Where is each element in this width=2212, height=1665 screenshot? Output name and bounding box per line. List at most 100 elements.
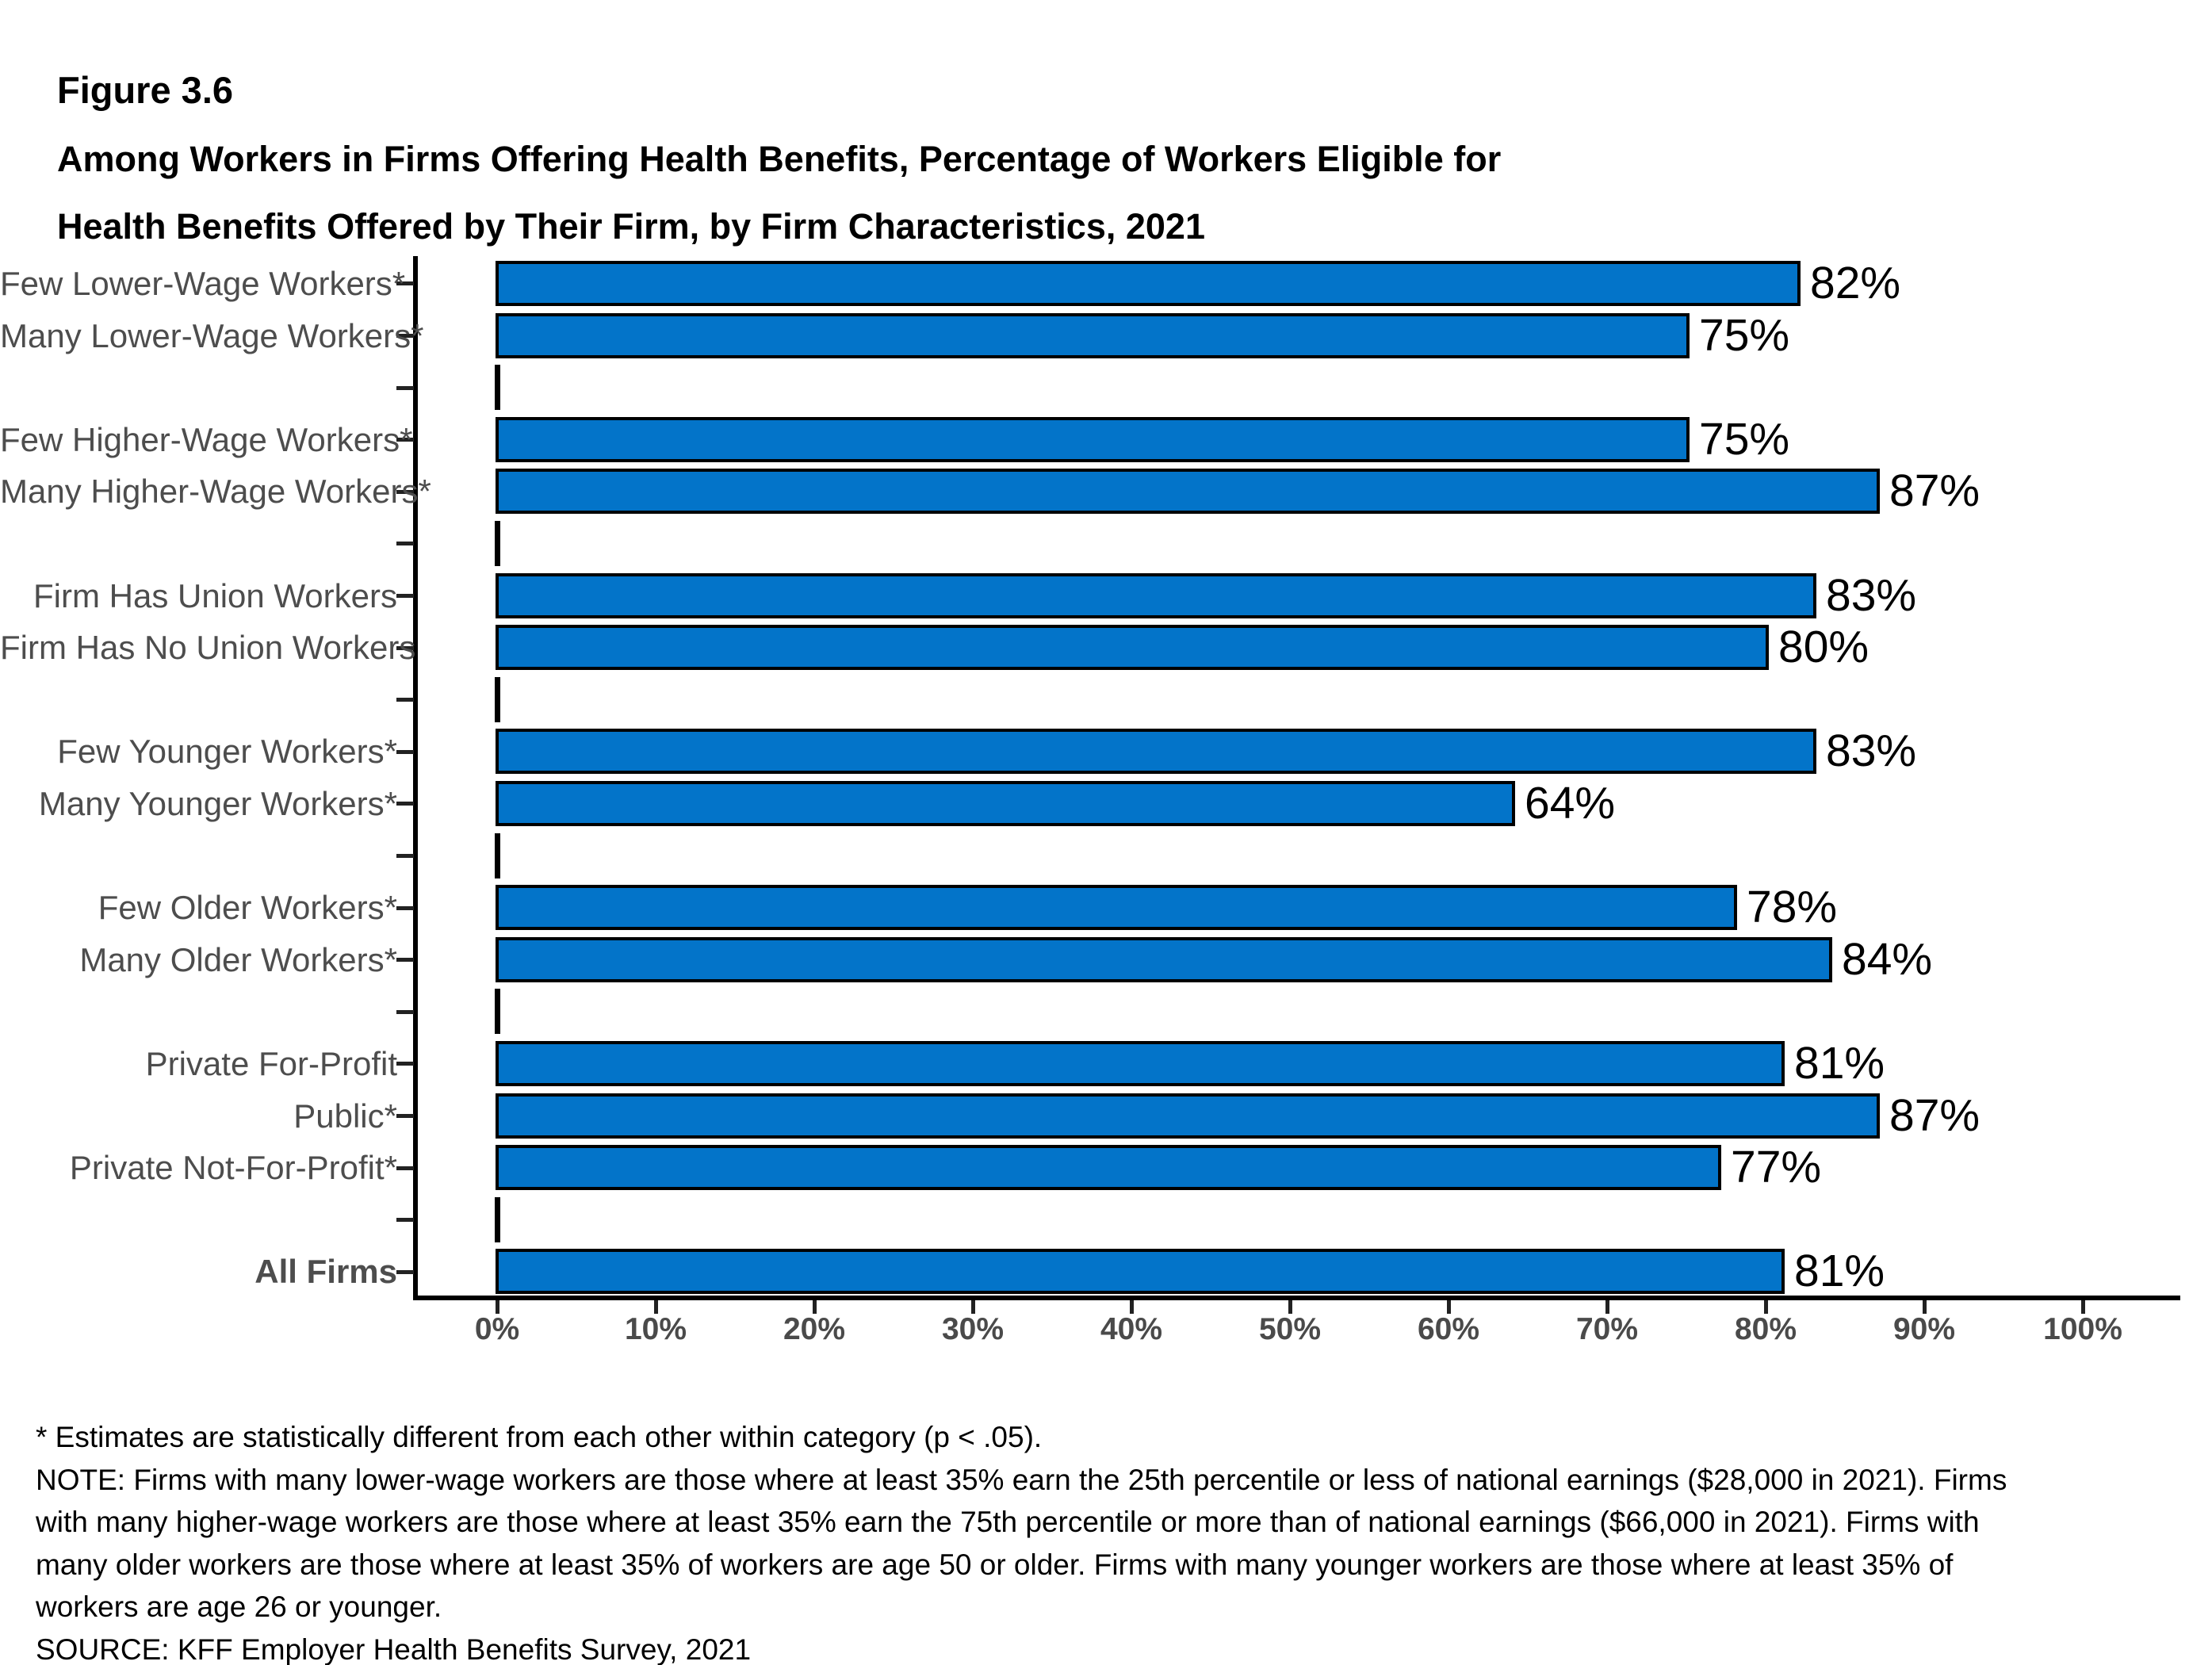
x-axis-tick [1605, 1300, 1609, 1314]
category-label: Few Lower-Wage Workers* [0, 265, 406, 302]
bar [496, 936, 1832, 982]
bar [496, 1249, 1785, 1295]
bar [496, 1093, 1880, 1139]
x-axis-tick-label: 90% [1892, 1312, 1956, 1346]
y-axis-tick [396, 698, 414, 702]
x-axis-tick [1922, 1300, 1927, 1314]
category-label: Private Not-For-Profit* [69, 1149, 397, 1187]
category-label: Firm Has No Union Workers [0, 629, 416, 667]
y-axis-tick [396, 1269, 414, 1274]
category-label: Many Higher-Wage Workers* [0, 473, 431, 511]
x-axis-tick [495, 1300, 499, 1314]
figure-number: Figure 3.6 [57, 69, 234, 111]
bar-value-label: 80% [1778, 622, 1869, 673]
bar-value-label: 83% [1826, 569, 1917, 621]
footnote-source: SOURCE: KFF Employer Health Benefits Sur… [36, 1632, 752, 1665]
footnote-note-line: with many higher-wage workers are those … [36, 1506, 1980, 1538]
y-axis-tick [396, 281, 414, 286]
bar [496, 312, 1690, 358]
chart-title-line-2: Health Benefits Offered by Their Firm, b… [57, 206, 1205, 247]
y-axis-tick [396, 385, 414, 390]
group-separator-mark [495, 989, 500, 1035]
bar-value-label: 77% [1731, 1142, 1822, 1193]
y-axis-tick [396, 1062, 414, 1066]
x-axis-tick-label: 50% [1258, 1312, 1322, 1346]
footnote-note-line: many older workers are those where at le… [36, 1548, 1954, 1581]
x-axis-tick-label: 80% [1734, 1312, 1797, 1346]
y-axis-tick [396, 1166, 414, 1170]
bar-value-label: 84% [1842, 933, 1933, 985]
footnote-note-line: workers are age 26 or younger. [36, 1590, 442, 1623]
category-label: Few Higher-Wage Workers* [0, 420, 413, 458]
bar-value-label: 82% [1810, 258, 1901, 308]
y-axis-tick [396, 958, 414, 963]
x-axis-tick [2080, 1300, 2085, 1314]
bar [496, 729, 1816, 775]
bar [496, 885, 1737, 931]
bar-value-label: 75% [1699, 309, 1790, 361]
y-axis-tick [396, 853, 414, 858]
category-label: Few Younger Workers* [57, 733, 397, 771]
x-axis-tick-label: 0% [474, 1312, 520, 1346]
bar-value-label: 87% [1889, 1089, 1980, 1141]
y-axis-tick [396, 593, 414, 598]
x-axis-tick [653, 1300, 658, 1314]
bar-value-label: 64% [1525, 778, 1616, 829]
category-label: Private For-Profit [145, 1045, 397, 1082]
category-label: Many Younger Workers* [38, 785, 397, 822]
x-axis-tick [1446, 1300, 1451, 1314]
bar-value-label: 87% [1889, 465, 1980, 517]
bar [496, 469, 1880, 515]
bar [496, 261, 1801, 306]
group-separator-mark [495, 521, 500, 566]
y-axis-tick [396, 489, 414, 494]
group-separator-mark [495, 1196, 500, 1242]
x-axis-tick [1288, 1300, 1292, 1314]
footnotes: * Estimates are statistically different … [36, 1416, 2007, 1665]
x-axis-tick-label: 70% [1575, 1312, 1639, 1346]
y-axis-tick [396, 905, 414, 910]
footnote-asterisk: * Estimates are statistically different … [36, 1421, 1043, 1453]
bar [496, 625, 1769, 671]
bar-value-label: 83% [1826, 725, 1917, 777]
chart-title-line-1: Among Workers in Firms Offering Health B… [57, 139, 1502, 179]
bar-value-label: 78% [1747, 882, 1838, 933]
category-label: Few Older Workers* [98, 889, 397, 927]
bar-value-label: 75% [1699, 413, 1790, 465]
x-axis-tick [1129, 1300, 1134, 1314]
bar [496, 781, 1515, 826]
category-label: Many Older Workers* [79, 940, 397, 978]
x-axis-line [413, 1296, 2180, 1300]
y-axis-tick [396, 438, 414, 442]
x-axis-tick-label: 10% [624, 1312, 687, 1346]
x-axis-tick [970, 1300, 975, 1314]
y-axis-tick [396, 542, 414, 546]
x-axis-tick-label: 60% [1417, 1312, 1480, 1346]
group-separator-mark [495, 832, 500, 878]
x-axis-tick-label: 30% [941, 1312, 1005, 1346]
x-axis-tick [1763, 1300, 1768, 1314]
category-label: Firm Has Union Workers [33, 576, 397, 614]
y-axis-tick [396, 802, 414, 806]
y-axis-tick [396, 1113, 414, 1118]
footnote-note: NOTE: Firms with many lower-wage workers… [36, 1459, 2007, 1629]
bar [496, 416, 1690, 462]
x-axis-tick-label: 40% [1100, 1312, 1163, 1346]
bar [496, 572, 1816, 618]
y-axis-tick [396, 645, 414, 650]
category-label: Many Lower-Wage Workers* [0, 316, 424, 354]
category-label: Public* [293, 1097, 397, 1135]
y-axis-tick [396, 333, 414, 338]
y-axis-tick [396, 749, 414, 754]
bar [496, 1041, 1785, 1086]
chart-title: Among Workers in Firms Offering Health B… [57, 125, 1501, 260]
group-separator-mark [495, 676, 500, 722]
bar-value-label: 81% [1794, 1038, 1885, 1089]
bar [496, 1145, 1721, 1191]
y-axis-line [413, 256, 418, 1300]
y-axis-tick [396, 1009, 414, 1014]
x-axis-tick [812, 1300, 817, 1314]
bar-value-label: 81% [1794, 1246, 1885, 1297]
category-label: All Firms [254, 1253, 397, 1291]
